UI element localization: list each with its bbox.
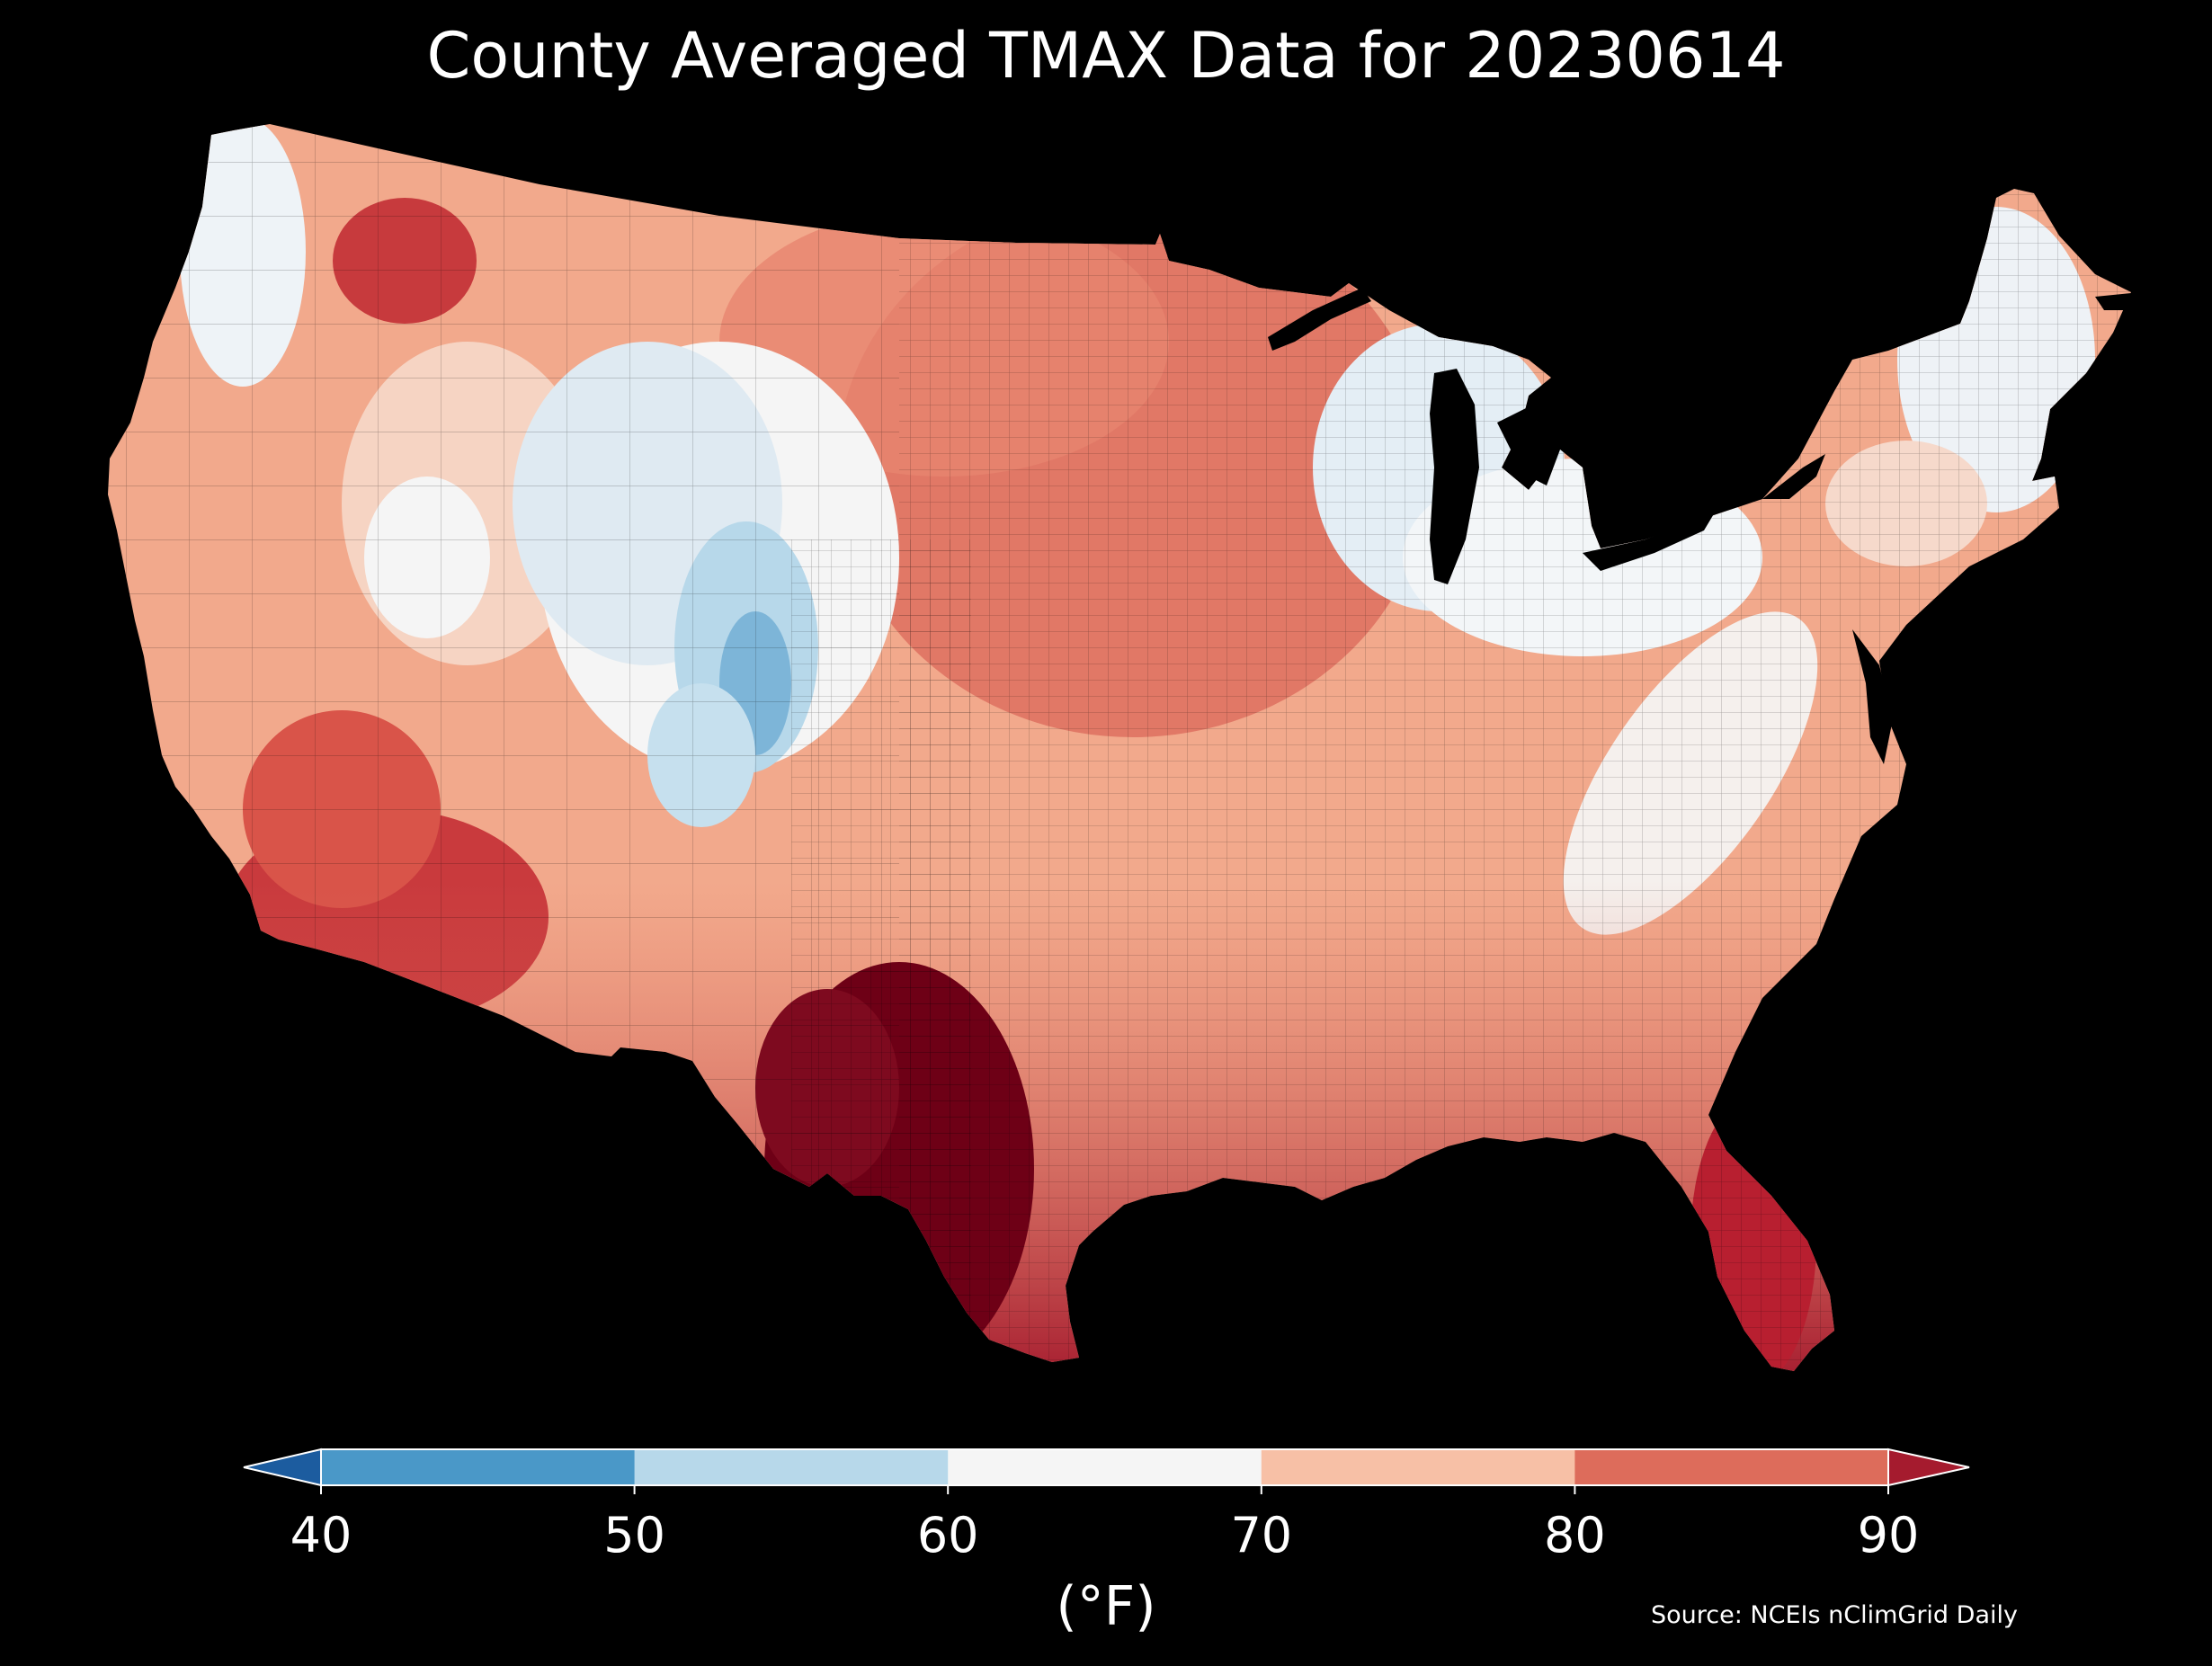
- colorbar-bin: [1574, 1449, 1889, 1485]
- colorbar-tick-label: 40: [290, 1507, 352, 1564]
- colorbar-ticks: [320, 1485, 1889, 1494]
- colorbar-tick-label: 50: [603, 1507, 665, 1564]
- map-title: County Averaged TMAX Data for 20230614: [426, 19, 1786, 93]
- atlantic-inlet: [2095, 283, 2176, 310]
- colorbar-tick-label: 60: [916, 1507, 979, 1564]
- colorbar-bins: [321, 1449, 1889, 1485]
- great-lakes: [1268, 288, 1825, 584]
- chesapeake-bay: [1852, 629, 1893, 764]
- colorbar-tick-label: 80: [1544, 1507, 1606, 1564]
- colorbar-bin: [321, 1449, 636, 1485]
- colorbar-tick-label: 90: [1857, 1507, 1920, 1564]
- colorbar-extend-high: [1887, 1448, 1970, 1487]
- colorbar-extend-low: [243, 1448, 322, 1487]
- colorbar-bin: [948, 1449, 1262, 1485]
- colorbar-bin: [634, 1449, 949, 1485]
- colorbar-bin: [1261, 1449, 1575, 1485]
- source-credit: Source: NCEIs nClimGrid Daily: [1651, 1601, 2018, 1629]
- colorbar-tick-label: 70: [1230, 1507, 1293, 1564]
- colorbar-frame: [320, 1448, 1889, 1486]
- colorbar: [243, 1448, 1970, 1494]
- colorbar-units: (°F): [1056, 1575, 1156, 1638]
